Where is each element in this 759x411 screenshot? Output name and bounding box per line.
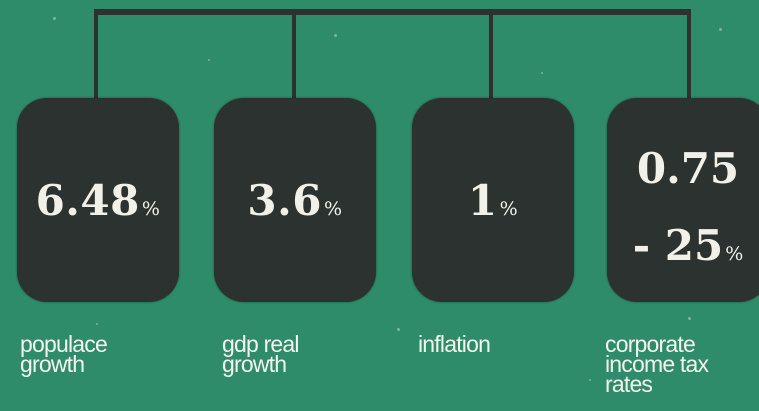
connector-branch-gdp xyxy=(292,9,296,101)
corporate-income-tax-label-line: income tax xyxy=(605,351,709,377)
inflation-number: 1 xyxy=(467,176,498,225)
corporate-tax-unit: % xyxy=(725,243,744,265)
gdp-real-growth-label-line: gdp real xyxy=(222,331,300,357)
corporate-income-tax-label: corporate income tax rates xyxy=(605,331,709,397)
inflation-label-line: inflation xyxy=(418,331,491,357)
corporate-tax-low-value: 0.75 xyxy=(636,144,740,193)
gdp-real-growth-label-line: growth xyxy=(222,351,287,377)
background-speck xyxy=(208,59,210,61)
background-speck xyxy=(589,379,591,381)
background-speck xyxy=(719,28,722,31)
inflation-card: 1% xyxy=(412,98,574,302)
connector-branch-inflation xyxy=(489,9,493,101)
connector-branch-corporate xyxy=(687,9,691,101)
background-speck xyxy=(397,328,400,331)
gdp-real-growth-unit: % xyxy=(324,198,343,220)
background-speck xyxy=(334,34,337,37)
gdp-real-growth-card: 3.6% xyxy=(214,98,376,302)
corporate-income-tax-label-line: corporate xyxy=(605,331,696,357)
populace-growth-label-line: populace xyxy=(20,331,108,357)
gdp-real-growth-value: 3.6% xyxy=(214,177,376,233)
corporate-income-tax-card: 0.75 - 25% xyxy=(607,98,759,302)
connector-branch-populace xyxy=(94,9,98,101)
inflation-label: inflation xyxy=(418,331,491,357)
inflation-value: 1% xyxy=(412,177,574,233)
connector-top-line xyxy=(94,9,691,15)
background-speck xyxy=(541,72,543,74)
populace-growth-value: 6.48% xyxy=(17,177,179,233)
populace-growth-label: populace growth xyxy=(20,331,108,377)
background-speck xyxy=(96,323,98,325)
gdp-real-growth-label: gdp real growth xyxy=(222,331,300,377)
corporate-tax-high-value: - 25% xyxy=(607,222,759,278)
populace-growth-unit: % xyxy=(141,198,161,220)
populace-growth-number: 6.48 xyxy=(35,176,140,225)
populace-growth-label-line: growth xyxy=(20,351,85,377)
inflation-unit: % xyxy=(499,198,519,220)
gdp-real-growth-number: 3.6 xyxy=(247,176,322,225)
corporate-tax-high-number: - 25 xyxy=(632,221,724,270)
corporate-income-tax-label-line: rates xyxy=(605,371,653,397)
background-speck xyxy=(53,17,56,20)
populace-growth-card: 6.48% xyxy=(17,98,179,302)
background-speck xyxy=(688,317,691,320)
